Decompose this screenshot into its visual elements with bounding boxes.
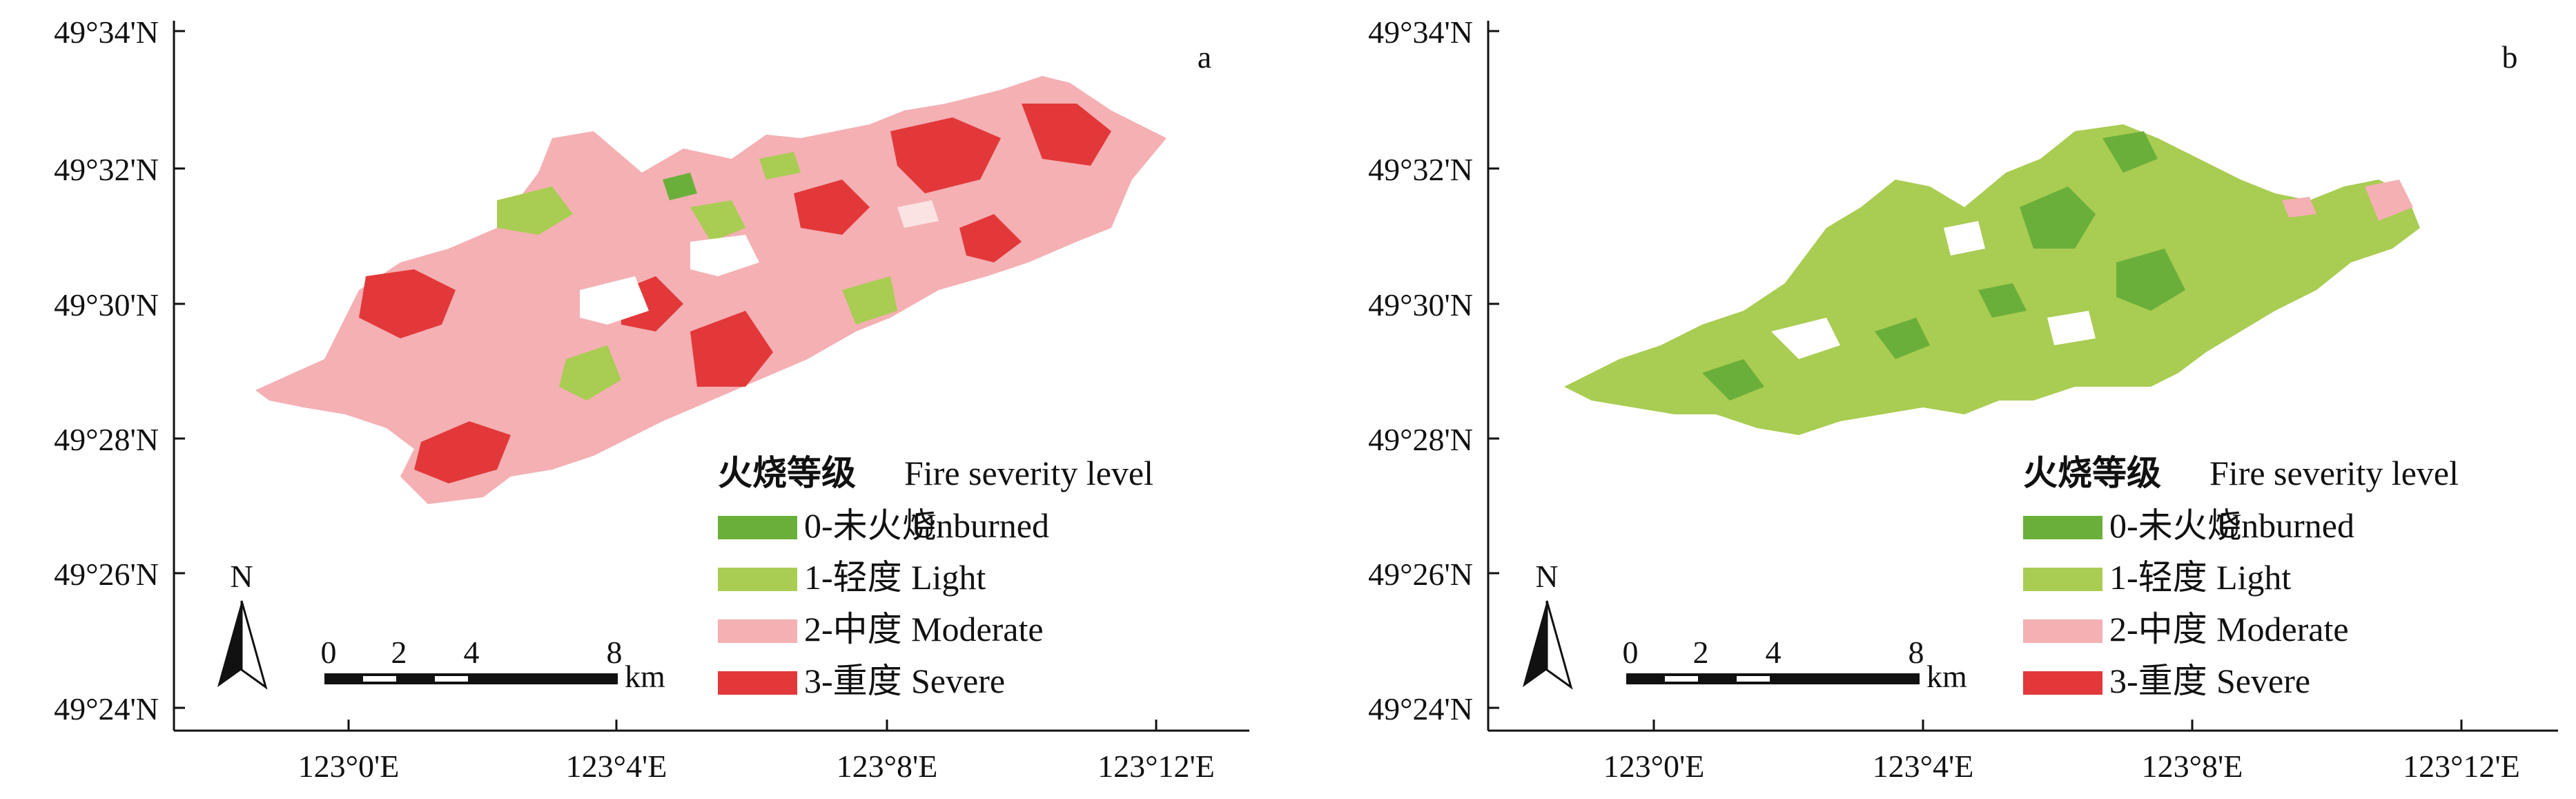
x-ticks — [347, 720, 1158, 731]
y-tick-label: 49°26'N — [54, 557, 159, 592]
scale-unit: km — [625, 659, 665, 694]
legend-swatch — [718, 619, 797, 643]
scale-label: 8 — [607, 635, 623, 670]
legend-swatch — [2023, 671, 2102, 695]
north-label: N — [1535, 559, 1558, 594]
legend-item-en: Moderate — [911, 610, 1044, 648]
y-tick-label: 49°24'N — [1368, 691, 1473, 726]
legend-item-en: Light — [2216, 558, 2291, 597]
legend-item-en: Severe — [911, 662, 1005, 700]
burn-severity-map-b — [1564, 124, 2420, 435]
y-tick-label: 49°34'N — [1368, 15, 1473, 50]
north-label: N — [230, 559, 253, 594]
legend-item-cn: 0-未火烧 — [804, 506, 937, 545]
legend: 火烧等级 Fire severity level 0-未火烧 Unburned … — [2023, 454, 2459, 700]
scale-bar: 0 2 4 8 km — [1623, 635, 1968, 694]
scale-label: 4 — [464, 635, 480, 670]
legend-item-cn: 0-未火烧 — [2109, 506, 2242, 545]
y-tick-label: 49°32'N — [1368, 152, 1473, 187]
legend-item-cn: 3-重度 — [804, 662, 902, 700]
scale-label: 4 — [1766, 635, 1782, 670]
legend-title-cn: 火烧等级 — [718, 454, 856, 492]
scale-bar: 0 2 4 8 km — [321, 635, 666, 694]
legend-item-cn: 2-中度 — [804, 610, 902, 648]
y-ticks — [1488, 30, 1499, 709]
legend-swatch — [718, 671, 797, 695]
map-panel-a: 49°34'N 49°32'N 49°30'N 49°28'N 49°26'N … — [54, 15, 1249, 784]
x-tick-label: 123°12'E — [1097, 749, 1215, 784]
north-arrow-icon: N — [1523, 559, 1573, 690]
y-tick-label: 49°26'N — [1368, 557, 1473, 592]
x-tick-label: 123°8'E — [2142, 749, 2243, 784]
legend-swatch — [718, 516, 797, 539]
panel-label: b — [2502, 39, 2518, 75]
legend-item-en: Unburned — [2216, 506, 2354, 545]
scale-label: 0 — [1623, 635, 1639, 670]
map-a-svg: 49°34'N 49°32'N 49°30'N 49°28'N 49°26'N … — [54, 15, 1249, 784]
map-b-svg: 49°34'N 49°32'N 49°30'N 49°28'N 49°26'N … — [1368, 15, 2558, 784]
y-tick-label: 49°28'N — [1368, 422, 1473, 457]
y-tick-label: 49°28'N — [54, 422, 159, 457]
legend-swatch — [2023, 516, 2102, 539]
x-tick-label: 123°12'E — [2403, 749, 2520, 784]
x-tick-label: 123°8'E — [837, 749, 938, 784]
scale-label: 2 — [1693, 635, 1709, 670]
legend-item-cn: 1-轻度 — [2109, 558, 2207, 597]
x-tick-label: 123°0'E — [1603, 749, 1705, 784]
scale-label: 0 — [321, 635, 337, 670]
legend-item-en: Light — [911, 558, 986, 597]
x-ticks — [1652, 720, 2463, 731]
x-tick-label: 123°0'E — [298, 749, 400, 784]
y-tick-label: 49°30'N — [1368, 287, 1473, 323]
y-tick-label: 49°32'N — [54, 152, 159, 187]
scale-label: 8 — [1909, 635, 1924, 670]
scale-label: 2 — [391, 635, 407, 670]
legend-swatch — [718, 568, 797, 591]
legend: 火烧等级 Fire severity level 0-未火烧 Unburned … — [718, 454, 1153, 700]
legend-item-cn: 1-轻度 — [804, 558, 902, 597]
legend-item-cn: 2-中度 — [2109, 610, 2207, 648]
y-tick-label: 49°34'N — [54, 15, 159, 50]
legend-title-en: Fire severity level — [904, 454, 1153, 492]
legend-item-en: Severe — [2216, 662, 2310, 700]
y-tick-label: 49°24'N — [54, 691, 159, 726]
legend-title-en: Fire severity level — [2209, 454, 2459, 492]
map-panel-b: 49°34'N 49°32'N 49°30'N 49°28'N 49°26'N … — [1288, 0, 2576, 799]
y-ticks — [174, 30, 185, 709]
x-tick-label: 123°4'E — [1873, 749, 1974, 784]
legend-item-en: Moderate — [2216, 610, 2349, 648]
burn-severity-map-a — [255, 76, 1167, 504]
north-arrow-icon: N — [217, 559, 268, 690]
x-tick-label: 123°4'E — [566, 749, 667, 784]
legend-swatch — [2023, 568, 2102, 591]
legend-item-cn: 3-重度 — [2109, 662, 2207, 700]
legend-title-cn: 火烧等级 — [2023, 454, 2161, 492]
panel-label: a — [1198, 39, 1211, 75]
scale-unit: km — [1926, 659, 1967, 694]
legend-swatch — [2023, 619, 2102, 643]
legend-item-en: Unburned — [911, 506, 1049, 545]
y-tick-label: 49°30'N — [54, 287, 159, 323]
